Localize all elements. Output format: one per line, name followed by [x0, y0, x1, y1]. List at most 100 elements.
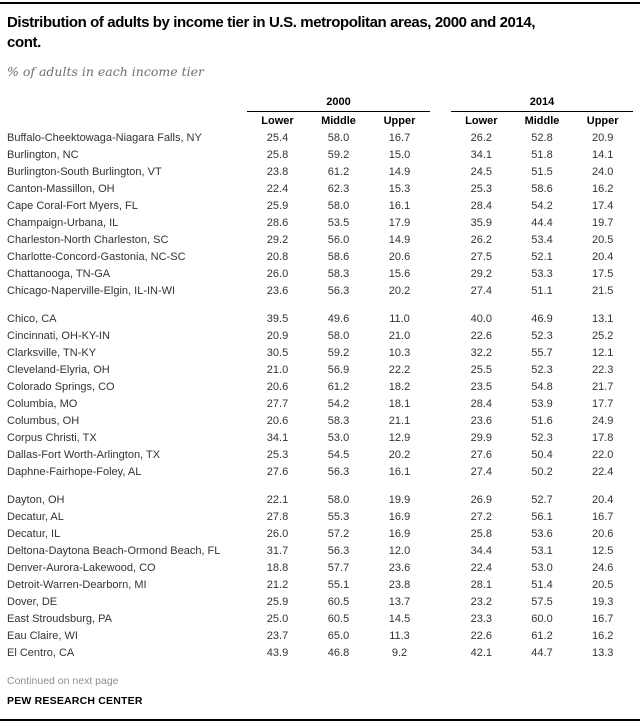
- row-gap: [430, 345, 451, 362]
- value-2014: 12.5: [591, 545, 614, 557]
- value-2014: 20.4: [591, 251, 614, 263]
- value-2014: 34.4: [470, 545, 493, 557]
- value-2000: 27.6: [266, 466, 289, 478]
- value-2000: 21.2: [266, 579, 289, 591]
- value-2014: 16.2: [591, 630, 614, 642]
- value-2000: 13.7: [388, 596, 411, 608]
- value-2014: 28.1: [470, 579, 493, 591]
- value-2000: 26.0: [266, 268, 289, 280]
- value-2000: 57.2: [327, 528, 350, 540]
- value-2000: 30.5: [266, 347, 289, 359]
- value-2000: 14.5: [388, 613, 411, 625]
- value-2014: 52.3: [531, 432, 553, 444]
- bottom-rule: [0, 719, 640, 721]
- row-gap: [430, 594, 451, 611]
- value-2000: 25.0: [266, 613, 289, 625]
- value-2014: 23.2: [470, 596, 493, 608]
- value-2014: 27.6: [470, 449, 493, 461]
- value-2014: 42.1: [470, 647, 493, 659]
- table-row: Decatur, IL 26.0 57.2 16.9 25.8 53.6 20.6: [7, 526, 633, 543]
- value-2000: 43.9: [266, 647, 289, 659]
- value-2014: 17.5: [591, 268, 614, 280]
- value-2000: 10.3: [388, 347, 411, 359]
- table-row: Corpus Christi, TX 34.1 53.0 12.9 29.9 52.3 17…: [7, 430, 633, 447]
- metro-name: Decatur, AL: [7, 511, 64, 523]
- value-2014: 51.6: [531, 415, 553, 427]
- value-2000: 39.5: [266, 313, 289, 325]
- value-2000: 15.0: [388, 149, 411, 161]
- table-row: Burlington-South Burlington, VT 23.8 61.2 1…: [7, 164, 633, 181]
- header-spacer: [7, 111, 247, 130]
- value-2014: 58.6: [531, 183, 553, 195]
- value-2014: 54.8: [531, 381, 553, 393]
- value-2000: 58.3: [327, 415, 350, 427]
- value-2014: 35.9: [470, 217, 493, 229]
- value-2000: 23.8: [388, 579, 411, 591]
- value-2014: 55.7: [531, 347, 553, 359]
- page-title: Distribution of adults by income tier in…: [7, 13, 633, 53]
- value-2014: 34.1: [470, 149, 493, 161]
- value-2014: 27.5: [470, 251, 493, 263]
- value-2014: 17.7: [591, 398, 614, 410]
- value-2014: 51.4: [531, 579, 553, 591]
- row-gap: [430, 430, 451, 447]
- value-2000: 23.6: [266, 285, 289, 297]
- value-2014: 57.5: [531, 596, 553, 608]
- value-2000: 31.7: [266, 545, 289, 557]
- value-2000: 27.7: [266, 398, 289, 410]
- value-2014: 44.7: [531, 647, 553, 659]
- value-2000: 56.3: [327, 285, 350, 297]
- value-2014: 26.2: [470, 234, 493, 246]
- value-2014: 51.5: [531, 166, 553, 178]
- row-gap: [430, 447, 451, 464]
- value-2014: 22.4: [470, 562, 493, 574]
- value-2000: 18.8: [266, 562, 289, 574]
- value-2014: 27.2: [470, 511, 493, 523]
- value-2014: 32.2: [470, 347, 493, 359]
- value-2014: 17.4: [591, 200, 614, 212]
- table-row: Champaign-Urbana, IL 28.6 53.5 17.9 35.9 44.4…: [7, 215, 633, 232]
- value-2000: 22.1: [266, 494, 289, 506]
- value-2000: 26.0: [266, 528, 289, 540]
- value-2000: 16.9: [388, 511, 411, 523]
- value-2014: 24.0: [591, 166, 614, 178]
- value-2014: 60.0: [531, 613, 553, 625]
- value-2000: 59.2: [327, 149, 350, 161]
- metro-name: Charleston-North Charleston, SC: [7, 234, 169, 246]
- table-row: Canton-Massillon, OH 22.4 62.3 15.3 25.3 58.6…: [7, 181, 633, 198]
- value-2014: 26.9: [470, 494, 493, 506]
- value-2014: 24.9: [591, 415, 614, 427]
- value-2000: 22.2: [388, 364, 411, 376]
- table-row: Chattanooga, TN-GA 26.0 58.3 15.6 29.2 53.3 17…: [7, 266, 633, 283]
- value-2014: 29.9: [470, 432, 493, 444]
- table-row: Detroit-Warren-Dearborn, MI 21.2 55.1 23.8 2…: [7, 577, 633, 594]
- value-2000: 28.6: [266, 217, 289, 229]
- metro-name: Dayton, OH: [7, 494, 65, 506]
- metro-name: Daphne-Fairhope-Foley, AL: [7, 466, 142, 478]
- page-title-line2: cont.: [7, 34, 41, 51]
- table-row: Dallas-Fort Worth-Arlington, TX 25.3 54.5 2…: [7, 447, 633, 464]
- header-gap: [430, 94, 451, 111]
- value-2000: 56.0: [327, 234, 350, 246]
- table-body: Buffalo-Cheektowaga-Niagara Falls, NY 25.…: [7, 130, 633, 662]
- value-2014: 20.4: [591, 494, 614, 506]
- value-2000: 16.1: [388, 466, 411, 478]
- value-2000: 56.9: [327, 364, 350, 376]
- value-2000: 20.9: [266, 330, 289, 342]
- value-2014: 20.9: [591, 132, 614, 144]
- value-2014: 13.1: [591, 313, 614, 325]
- value-2014: 20.5: [591, 579, 614, 591]
- table-row: Chico, CA 39.5 49.6 11.0 40.0 46.9 13.1: [7, 311, 633, 328]
- value-2000: 54.2: [327, 398, 350, 410]
- row-gap: [430, 362, 451, 379]
- continued-note: Continued on next page: [7, 675, 119, 687]
- value-2000: 9.2: [391, 647, 408, 659]
- value-2000: 11.0: [389, 313, 410, 325]
- col-2000-upper: Upper: [383, 114, 416, 127]
- value-2000: 14.9: [388, 234, 411, 246]
- row-gap: [430, 464, 451, 481]
- table-row: Cincinnati, OH-KY-IN 20.9 58.0 21.0 22.6 52.3…: [7, 328, 633, 345]
- metro-name: Burlington, NC: [7, 149, 79, 161]
- table-row: Clarksville, TN-KY 30.5 59.2 10.3 32.2 55.7 12…: [7, 345, 633, 362]
- value-2014: 50.2: [531, 466, 553, 478]
